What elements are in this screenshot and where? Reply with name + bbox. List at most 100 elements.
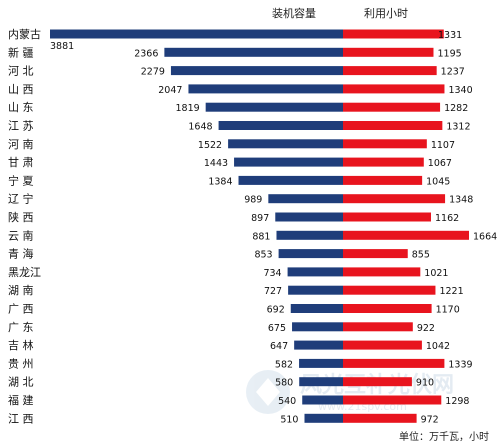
bar-hours — [343, 212, 431, 222]
value-label-hours: 1170 — [436, 305, 460, 316]
value-label-hours: 1045 — [426, 176, 450, 187]
bar-capacity — [292, 322, 343, 332]
value-label-hours: 1339 — [448, 359, 472, 370]
value-label-hours: 1067 — [428, 158, 452, 169]
value-label-hours: 1042 — [426, 341, 450, 352]
value-label-capacity: 675 — [268, 323, 286, 334]
bar-hours — [343, 285, 436, 295]
bar-capacity — [302, 395, 343, 405]
value-label-capacity: 692 — [267, 305, 285, 316]
value-label-capacity: 989 — [244, 195, 262, 206]
series-label-capacity: 装机容量 — [272, 7, 316, 20]
value-label-capacity: 1648 — [188, 122, 212, 133]
category-label: 贵 州 — [8, 357, 34, 370]
value-label-capacity: 2279 — [141, 67, 165, 78]
value-label-capacity: 897 — [251, 213, 269, 224]
bar-hours — [343, 66, 437, 76]
value-label-capacity: 3881 — [50, 41, 74, 52]
category-label: 山 西 — [8, 83, 34, 96]
bar-capacity — [288, 285, 343, 295]
bar-hours — [343, 29, 444, 39]
value-label-hours: 910 — [416, 378, 434, 389]
value-label-hours: 1107 — [431, 140, 455, 151]
value-label-hours: 1348 — [449, 195, 473, 206]
bar-hours — [343, 175, 423, 185]
bar-hours — [343, 340, 422, 350]
bar-hours — [343, 395, 442, 405]
value-label-capacity: 734 — [263, 268, 281, 279]
value-label-capacity: 647 — [270, 341, 288, 352]
bar-hours — [343, 194, 446, 204]
bar-capacity — [278, 249, 343, 259]
bar-hours — [343, 47, 434, 57]
value-label-hours: 1237 — [441, 67, 465, 78]
value-label-hours: 1331 — [438, 30, 462, 41]
category-label: 广 东 — [8, 321, 34, 334]
value-label-hours: 922 — [417, 323, 435, 334]
category-label: 福 建 — [8, 393, 34, 407]
bar-capacity — [276, 230, 343, 240]
value-label-hours: 1340 — [448, 85, 472, 96]
category-label: 甘 肃 — [8, 156, 34, 169]
watermark-logo: 风光互补光伏网 www.21spv.com — [246, 370, 454, 414]
value-label-capacity: 540 — [278, 396, 296, 407]
category-label: 河 北 — [8, 65, 34, 78]
value-label-hours: 1312 — [446, 122, 470, 133]
bar-capacity — [287, 267, 343, 277]
bar-hours — [343, 322, 413, 332]
bar-capacity — [205, 102, 343, 112]
bar-capacity — [299, 358, 343, 368]
bar-capacity — [218, 121, 343, 130]
category-label: 江 西 — [8, 412, 34, 425]
value-label-capacity: 881 — [252, 231, 270, 242]
bar-capacity — [238, 175, 343, 185]
series-label-hours: 利用小时 — [364, 7, 408, 20]
value-label-capacity: 2047 — [158, 85, 182, 96]
value-label-hours: 1664 — [473, 231, 497, 242]
category-label: 吉 林 — [8, 338, 34, 352]
bar-capacity — [188, 84, 343, 94]
category-label: 青 海 — [8, 247, 34, 261]
bar-capacity — [234, 157, 343, 167]
category-label: 湖 南 — [8, 284, 34, 297]
bar-hours — [343, 157, 424, 167]
value-label-capacity: 1384 — [208, 176, 232, 187]
category-label: 内蒙古 — [8, 27, 41, 41]
value-label-capacity: 1443 — [204, 158, 228, 169]
bar-hours — [343, 249, 408, 259]
bar-hours — [343, 304, 432, 313]
category-label: 云 南 — [8, 229, 34, 242]
bar-capacity — [304, 413, 343, 423]
value-label-hours: 1282 — [444, 103, 468, 114]
bar-capacity — [275, 212, 343, 222]
labels-layer: 内蒙古 3881 1331 新 疆 2366 1195 河 北 2279 1237 山 西 2047… — [8, 27, 497, 425]
bar-hours — [343, 267, 421, 277]
bar-capacity — [50, 29, 343, 39]
value-label-capacity: 582 — [275, 359, 293, 370]
category-label: 新 疆 — [8, 45, 34, 59]
category-label: 广 西 — [8, 303, 34, 316]
value-label-hours: 1021 — [424, 268, 448, 279]
bars-layer — [50, 29, 469, 423]
bar-hours — [343, 377, 412, 387]
category-label: 湖 北 — [8, 376, 34, 389]
bar-hours — [343, 413, 417, 423]
bar-hours — [343, 230, 469, 240]
category-label: 辽 宁 — [8, 192, 34, 206]
category-label: 山 东 — [8, 101, 34, 114]
bar-hours — [343, 139, 427, 149]
value-label-capacity: 853 — [254, 250, 272, 261]
value-label-capacity: 2366 — [134, 48, 158, 59]
value-label-capacity: 580 — [275, 378, 293, 389]
category-label: 黑龙江 — [8, 266, 41, 279]
category-label: 河 南 — [8, 138, 34, 151]
bar-capacity — [299, 377, 343, 387]
bar-hours — [343, 121, 443, 130]
value-label-hours: 972 — [421, 414, 439, 425]
bar-capacity — [268, 194, 343, 204]
unit-note: 单位：万千瓦，小时 — [399, 432, 489, 443]
bar-capacity — [228, 139, 343, 149]
bar-hours — [343, 102, 441, 112]
